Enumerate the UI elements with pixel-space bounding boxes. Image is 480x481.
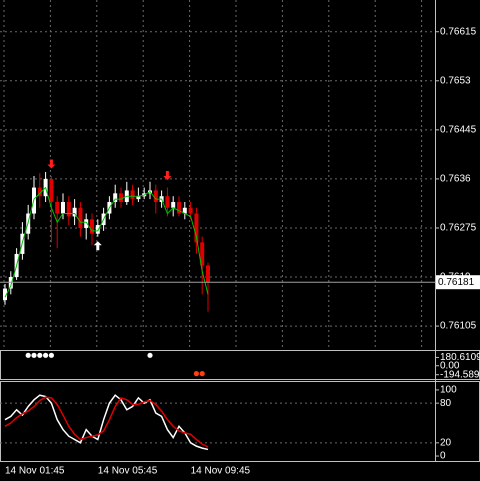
candle-body	[188, 207, 193, 214]
y-tick-label: 0.76615	[440, 26, 477, 37]
y-tick-label: 20	[440, 437, 452, 448]
candle-body	[84, 219, 89, 228]
x-tick-label: 14 Nov 01:45	[5, 466, 65, 477]
y-tick-label: 0.7636	[440, 174, 471, 185]
candle-body	[171, 201, 176, 208]
y-tick-label: 0.00	[440, 360, 460, 371]
signal-dot	[37, 352, 43, 358]
candle-body	[119, 193, 123, 202]
signal-dot	[199, 371, 205, 377]
y-tick-label: -194.5897	[440, 369, 480, 380]
signal-dot	[31, 352, 37, 358]
y-tick-label: 0.76445	[440, 124, 477, 135]
candle-body	[8, 277, 13, 289]
oscillator-line	[4, 396, 209, 448]
candle-body	[72, 207, 77, 217]
candle-body	[206, 265, 210, 283]
signal-dot	[43, 352, 49, 358]
candle-body	[200, 242, 205, 266]
signal-arrow	[163, 171, 172, 181]
last-price-box	[436, 275, 480, 290]
y-tick-label: 0	[440, 451, 446, 462]
signal-dot	[48, 352, 55, 358]
candle-body	[177, 201, 181, 214]
candle-body	[78, 207, 83, 228]
x-tick-label: 14 Nov 09:45	[191, 466, 251, 477]
x-tick-label: 14 Nov 05:45	[98, 466, 158, 477]
candle-body	[165, 196, 170, 208]
candle-body	[66, 201, 71, 217]
y-tick-label: 0.76275	[440, 223, 477, 234]
candle-body	[153, 190, 158, 202]
y-tick-label: 100	[440, 385, 457, 396]
candle-body	[55, 201, 60, 214]
candle-body	[37, 187, 42, 197]
y-tick-label: 0.76105	[440, 321, 477, 332]
oscillator-line	[4, 394, 209, 451]
signal-dot	[25, 352, 31, 358]
candle-body	[182, 207, 187, 214]
moving-average	[4, 186, 209, 298]
candle-body	[49, 178, 54, 202]
y-tick-label: 180.6109	[440, 352, 480, 363]
candle-body	[61, 201, 65, 214]
signal-dot	[193, 371, 199, 377]
candle-body	[95, 225, 100, 234]
y-tick-label: 80	[440, 398, 452, 409]
candle-body	[136, 196, 141, 200]
candle-body	[130, 190, 135, 200]
signal-dot	[147, 352, 153, 358]
signal-arrow	[47, 159, 56, 169]
last-price-label: 0.76181	[438, 277, 475, 288]
candle-body	[3, 288, 7, 301]
candle-body	[113, 193, 118, 202]
candle-body	[90, 219, 94, 234]
y-tick-label: 0.7653	[440, 75, 471, 86]
signal-arrow	[93, 241, 102, 251]
candle-body	[194, 213, 199, 243]
